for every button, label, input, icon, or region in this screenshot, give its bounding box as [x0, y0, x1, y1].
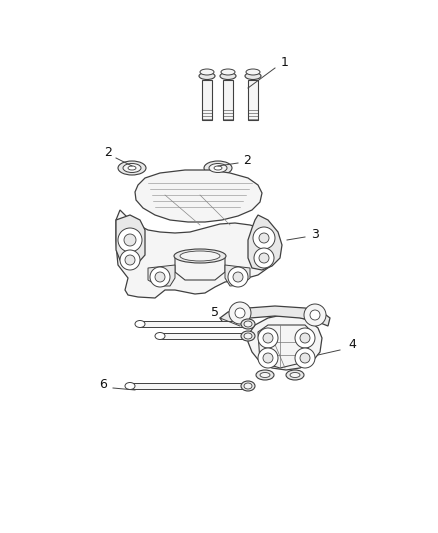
Polygon shape [202, 80, 212, 120]
Polygon shape [248, 215, 282, 270]
Ellipse shape [128, 166, 136, 170]
Ellipse shape [290, 373, 300, 377]
Ellipse shape [125, 383, 135, 390]
Circle shape [120, 250, 140, 270]
Ellipse shape [155, 333, 165, 340]
Circle shape [295, 328, 315, 348]
Circle shape [155, 272, 165, 282]
Ellipse shape [244, 333, 252, 339]
Polygon shape [116, 210, 278, 298]
Polygon shape [258, 325, 312, 368]
Circle shape [304, 304, 326, 326]
Circle shape [228, 267, 248, 287]
Circle shape [310, 310, 320, 320]
Ellipse shape [199, 72, 215, 79]
Text: 6: 6 [99, 378, 107, 392]
Circle shape [235, 308, 245, 318]
Ellipse shape [256, 370, 274, 380]
Ellipse shape [241, 381, 255, 391]
Ellipse shape [220, 72, 236, 79]
Ellipse shape [209, 164, 227, 173]
Polygon shape [223, 80, 233, 120]
Ellipse shape [200, 69, 214, 75]
Ellipse shape [241, 319, 255, 329]
Ellipse shape [286, 370, 304, 380]
Circle shape [263, 353, 273, 363]
Polygon shape [135, 170, 262, 222]
Ellipse shape [214, 166, 222, 170]
Ellipse shape [246, 69, 260, 75]
Polygon shape [116, 215, 145, 265]
Polygon shape [148, 265, 175, 286]
Circle shape [233, 272, 243, 282]
Ellipse shape [174, 249, 226, 263]
Circle shape [229, 302, 251, 324]
Ellipse shape [221, 69, 235, 75]
Polygon shape [248, 80, 258, 120]
Circle shape [258, 348, 278, 368]
Ellipse shape [123, 164, 141, 173]
Ellipse shape [204, 161, 232, 175]
Ellipse shape [245, 72, 261, 79]
Polygon shape [248, 315, 322, 370]
Circle shape [259, 253, 269, 263]
Text: 2: 2 [104, 147, 112, 159]
Text: 3: 3 [311, 229, 319, 241]
Circle shape [124, 234, 136, 246]
Circle shape [300, 333, 310, 343]
Circle shape [254, 248, 274, 268]
Ellipse shape [135, 320, 145, 327]
Circle shape [118, 228, 142, 252]
Ellipse shape [260, 373, 270, 377]
Text: 1: 1 [281, 55, 289, 69]
Polygon shape [160, 333, 248, 339]
Circle shape [300, 353, 310, 363]
Polygon shape [175, 255, 225, 280]
Polygon shape [130, 383, 248, 389]
Circle shape [259, 233, 269, 243]
Circle shape [125, 255, 135, 265]
Ellipse shape [180, 251, 220, 261]
Polygon shape [140, 321, 248, 327]
Circle shape [253, 227, 275, 249]
Text: 2: 2 [243, 154, 251, 166]
Text: 4: 4 [348, 338, 356, 351]
Ellipse shape [244, 383, 252, 389]
Ellipse shape [244, 321, 252, 327]
Text: 5: 5 [211, 305, 219, 319]
Circle shape [150, 267, 170, 287]
Polygon shape [220, 306, 330, 326]
Ellipse shape [118, 161, 146, 175]
Circle shape [263, 333, 273, 343]
Ellipse shape [241, 331, 255, 341]
Polygon shape [225, 265, 250, 286]
Circle shape [258, 328, 278, 348]
Circle shape [295, 348, 315, 368]
